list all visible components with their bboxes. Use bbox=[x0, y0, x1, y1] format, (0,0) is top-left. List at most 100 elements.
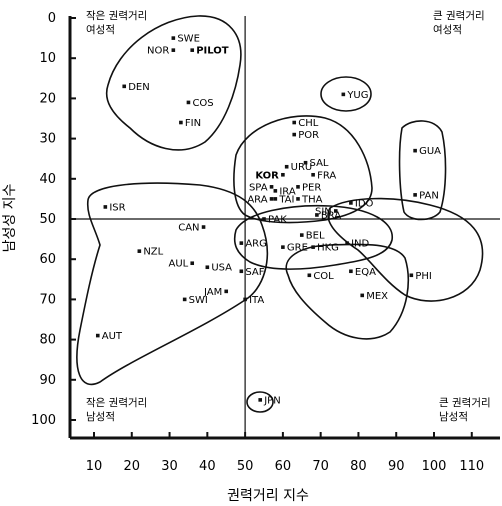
point-aul: AUL bbox=[168, 259, 195, 270]
point-marker bbox=[273, 197, 278, 201]
point-gua: GUA bbox=[413, 146, 441, 157]
point-label: COL bbox=[313, 271, 334, 282]
point-label: KOR bbox=[255, 170, 279, 181]
point-marker bbox=[239, 269, 244, 274]
point-marker bbox=[333, 209, 338, 213]
point-marker bbox=[205, 265, 210, 270]
point-per: PER bbox=[296, 182, 321, 193]
point-label: PER bbox=[302, 182, 321, 193]
point-label: CAN bbox=[178, 223, 199, 234]
point-label: IDO bbox=[355, 198, 374, 209]
point-sin: SIN bbox=[315, 206, 338, 217]
point-gre: GRE bbox=[281, 243, 308, 254]
point-marker bbox=[284, 164, 289, 169]
point-isr: ISR bbox=[103, 202, 126, 213]
point-label: MEX bbox=[366, 291, 388, 302]
point-label: PAN bbox=[419, 190, 439, 201]
y-axis-title: 남성성 지수 bbox=[2, 183, 18, 252]
quadrant-label-top-right: 큰 권력거리 여성적 bbox=[433, 10, 485, 36]
y-tick-label: 70 bbox=[39, 292, 56, 307]
point-label: AUL bbox=[168, 259, 188, 270]
point-label: ISR bbox=[109, 202, 125, 213]
point-jpn: JPN bbox=[258, 395, 281, 406]
point-marker bbox=[224, 289, 229, 294]
point-fra: FRA bbox=[311, 170, 336, 181]
point-marker bbox=[239, 241, 244, 245]
point-label: ARG bbox=[245, 239, 267, 250]
point-marker bbox=[273, 189, 278, 193]
point-marker bbox=[281, 245, 285, 249]
point-marker bbox=[360, 293, 365, 298]
point-marker bbox=[341, 92, 346, 97]
point-ind: IND bbox=[345, 239, 370, 250]
point-pak: PAK bbox=[262, 215, 287, 226]
cluster-asia-latin-mid bbox=[233, 204, 393, 270]
point-arg: ARG bbox=[239, 239, 267, 250]
point-tha: THA bbox=[296, 194, 323, 205]
point-label: COS bbox=[192, 98, 213, 109]
point-label: JAM bbox=[203, 287, 222, 298]
y-tick-label: 30 bbox=[39, 132, 56, 147]
y-tick-label: 60 bbox=[39, 252, 56, 267]
axes bbox=[68, 16, 500, 440]
point-eqa: EQA bbox=[349, 267, 376, 278]
point-uru: URU bbox=[284, 162, 313, 173]
cluster-phi-south-asia bbox=[327, 197, 484, 302]
point-marker bbox=[190, 261, 195, 266]
point-ara: ARA bbox=[247, 194, 274, 205]
quadrant-label-tr-line1: 큰 권력거리 bbox=[433, 10, 485, 22]
point-label: SAL bbox=[310, 158, 329, 169]
y-tick-label: 10 bbox=[39, 51, 56, 66]
point-marker bbox=[190, 48, 195, 52]
point-por: POR bbox=[292, 130, 319, 141]
point-marker bbox=[345, 241, 349, 245]
quadrant-label-bottom-left: 작은 권력거리 남성적 bbox=[86, 397, 147, 423]
point-yug: YUG bbox=[341, 90, 369, 101]
point-label: URU bbox=[291, 162, 313, 173]
point-marker bbox=[171, 36, 176, 40]
point-label: SIN bbox=[315, 206, 332, 217]
point-label: NZL bbox=[143, 247, 163, 258]
cluster-latin bbox=[233, 115, 373, 224]
point-sal: SAL bbox=[303, 158, 329, 169]
point-tai: TAI bbox=[273, 194, 294, 205]
point-mex: MEX bbox=[360, 291, 388, 302]
y-tick-label: 50 bbox=[39, 212, 56, 227]
point-label: BEL bbox=[306, 231, 325, 242]
quadrant-label-bl-line2: 남성적 bbox=[86, 411, 115, 423]
x-tick-label: 30 bbox=[161, 459, 178, 474]
point-label: SPA bbox=[249, 182, 268, 193]
point-label: DEN bbox=[128, 82, 150, 93]
point-marker bbox=[413, 193, 417, 197]
point-marker bbox=[292, 120, 297, 125]
x-axis-title: 권력거리 지수 bbox=[227, 488, 309, 504]
x-tick-label: 70 bbox=[312, 459, 329, 474]
point-label: THA bbox=[301, 194, 323, 205]
cluster-nordic bbox=[105, 15, 242, 151]
cluster-gua-pan bbox=[398, 120, 447, 221]
point-marker bbox=[307, 273, 312, 278]
quadrant-label-top-left: 작은 권력거리 여성적 bbox=[86, 10, 147, 36]
cluster-enclosures bbox=[76, 15, 484, 413]
point-marker bbox=[311, 245, 315, 249]
point-label: CHL bbox=[298, 118, 319, 129]
point-label: NOR bbox=[147, 46, 169, 57]
point-can: CAN bbox=[178, 223, 206, 234]
point-marker bbox=[299, 233, 304, 237]
point-label: TAI bbox=[278, 194, 294, 205]
point-jam: JAM bbox=[203, 287, 229, 298]
point-chl: CHL bbox=[292, 118, 319, 129]
point-marker bbox=[95, 333, 100, 338]
point-marker bbox=[311, 172, 315, 177]
y-tick-label: 0 bbox=[48, 11, 56, 26]
point-marker bbox=[137, 249, 142, 253]
point-label: IND bbox=[351, 239, 369, 250]
point-marker bbox=[243, 297, 247, 302]
point-aut: AUT bbox=[95, 331, 123, 342]
point-label: FRA bbox=[317, 170, 336, 181]
point-label: YUG bbox=[346, 90, 368, 101]
point-pan: PAN bbox=[413, 190, 439, 201]
point-label: JPN bbox=[263, 395, 280, 406]
